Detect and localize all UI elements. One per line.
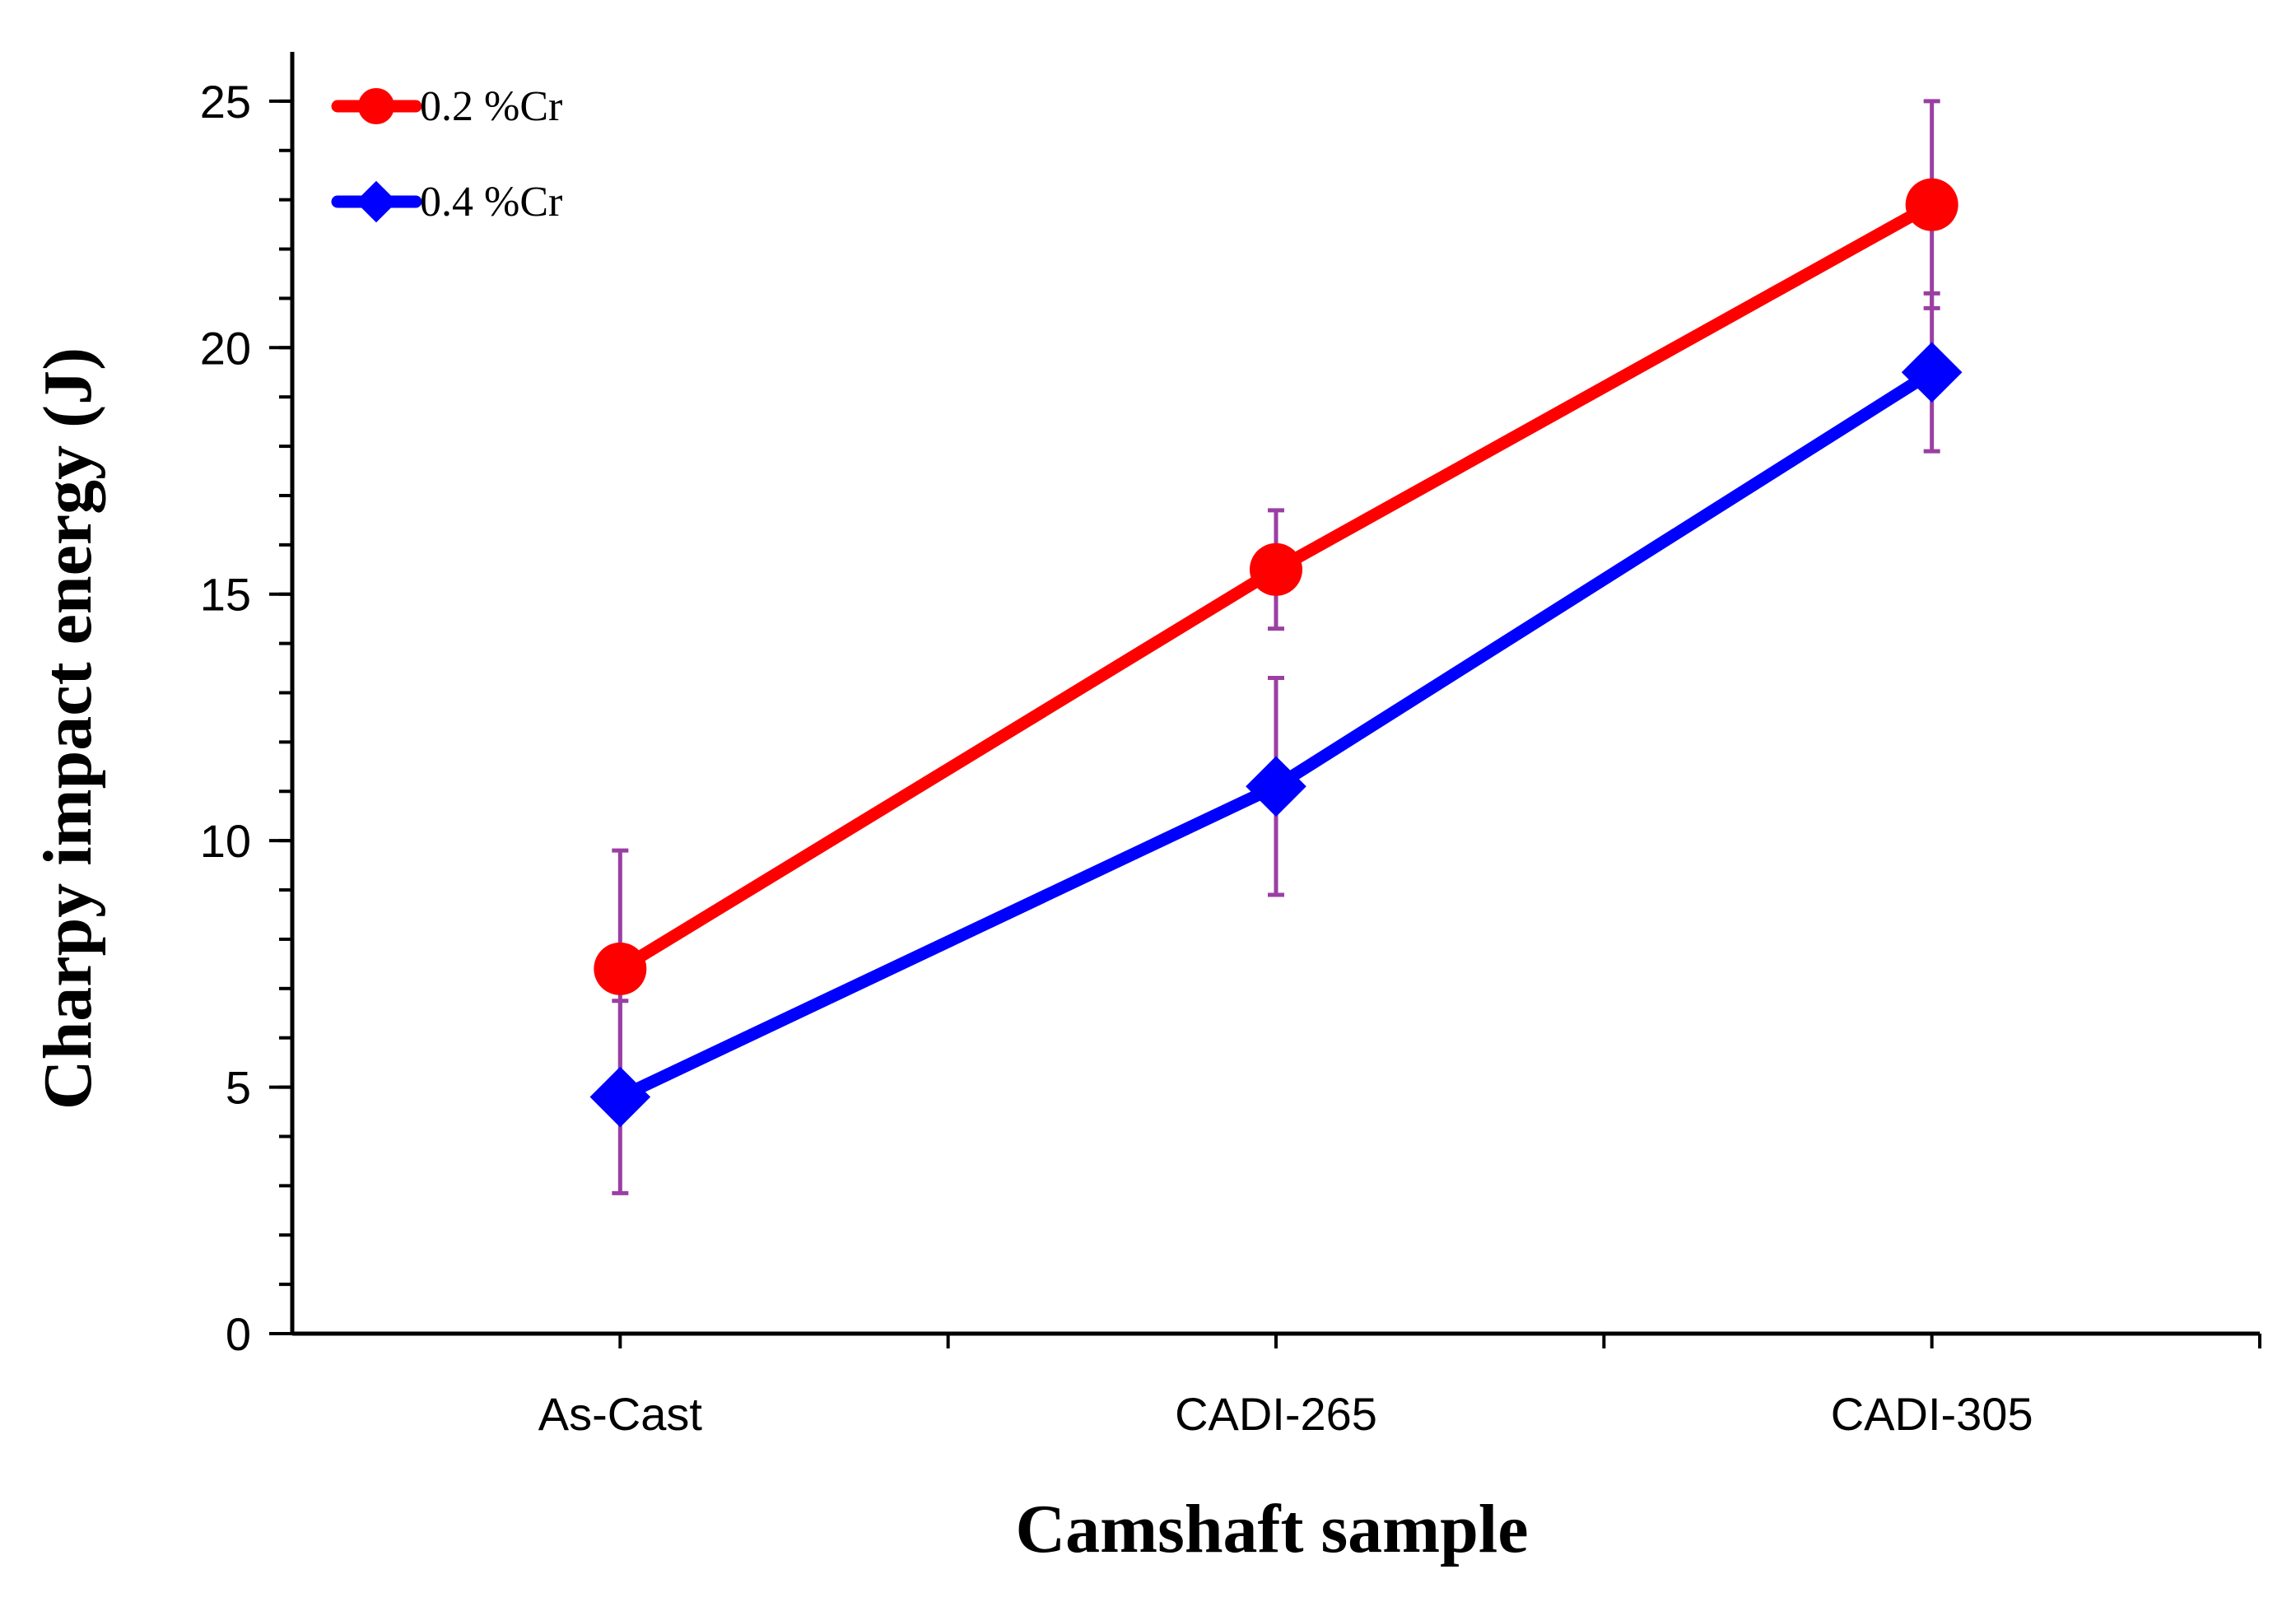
series-lines (613, 198, 1939, 1104)
error-bars (612, 99, 1940, 1195)
y-tick-label: 0 (226, 1308, 251, 1360)
legend-label: 0.2 %Cr (420, 83, 562, 130)
x-tick-label: CADI-305 (1831, 1388, 2033, 1440)
axes: 0 5 10 15 20 25 As-Cast CADI-265 CADI-305 (200, 52, 2261, 1440)
y-tick-label: 5 (226, 1062, 251, 1114)
data-point (594, 942, 647, 995)
data-markers (589, 178, 1963, 1128)
legend-marker (358, 88, 394, 124)
data-point (1250, 543, 1302, 596)
y-tick-label: 10 (200, 815, 251, 867)
data-point (1901, 342, 1963, 403)
y-tick-label: 25 (200, 76, 251, 128)
x-axis-title: Camshaft sample (1016, 1491, 1529, 1567)
y-tick-label: 15 (200, 569, 251, 621)
legend-marker (355, 180, 398, 223)
data-point (1905, 178, 1958, 231)
legend: 0.2 %Cr 0.4 %Cr (331, 83, 562, 226)
y-axis-title: Charpy impact energy (J) (30, 347, 106, 1110)
data-point (1246, 756, 1306, 817)
x-tick-label: CADI-265 (1175, 1388, 1377, 1440)
data-point (589, 1066, 651, 1128)
legend-label: 0.4 %Cr (420, 179, 562, 226)
y-tick-label: 20 (200, 322, 251, 374)
x-tick-label: As-Cast (538, 1388, 703, 1440)
